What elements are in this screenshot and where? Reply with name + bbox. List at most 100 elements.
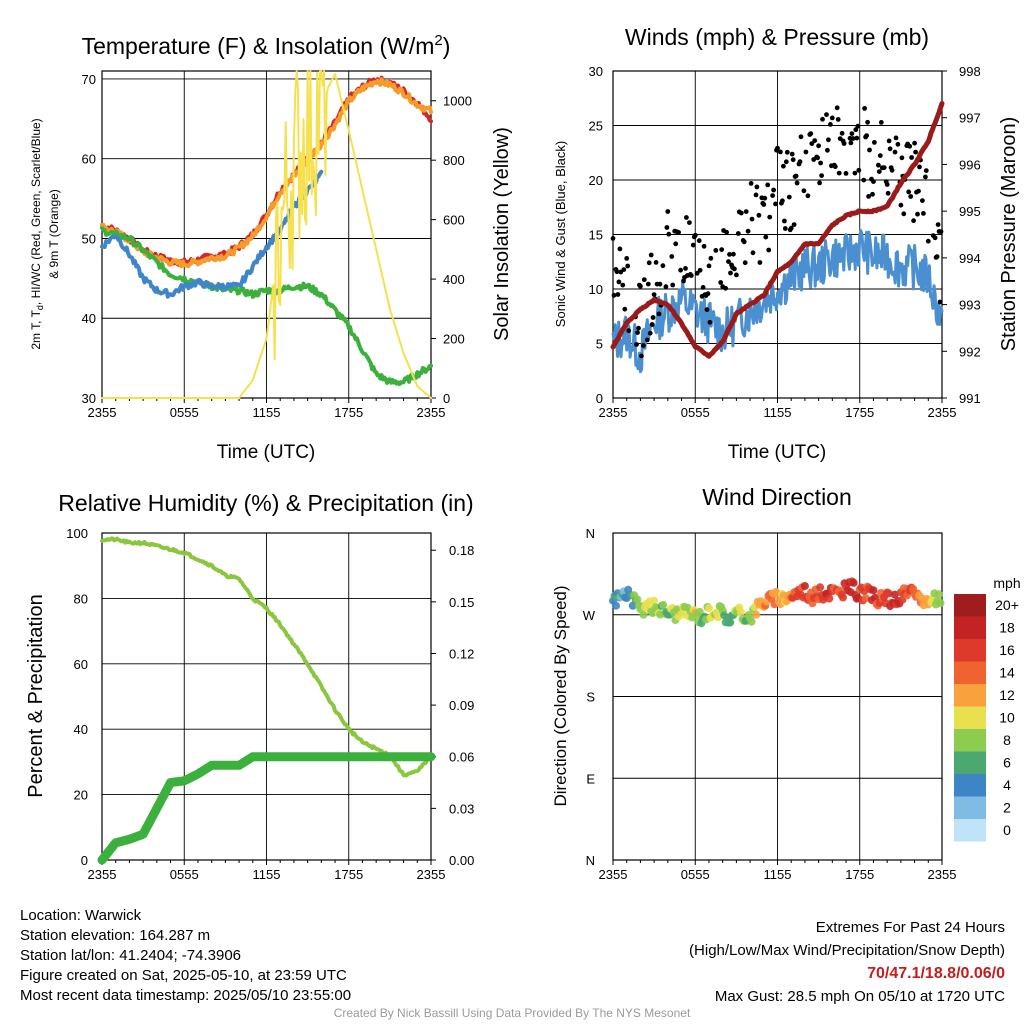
gust-point <box>798 134 804 140</box>
x-tick-label: 1155 <box>253 405 281 420</box>
gust-point <box>748 181 754 186</box>
y-tick-label: 50 <box>82 231 96 246</box>
gust-point <box>870 191 875 197</box>
x-tick-label: 2355 <box>599 867 628 882</box>
gust-point <box>615 292 621 297</box>
gust-point <box>616 279 622 285</box>
speed-colorbar: mph 20+ 18 16 14 12 10 8 6 4 2 0 <box>954 575 1021 842</box>
recent-timestamp: Most recent data timestamp: 2025/05/10 2… <box>20 987 352 1004</box>
x-tick-label: 1755 <box>845 867 874 882</box>
direction-point <box>633 595 642 604</box>
y2-tick-label: 0.18 <box>449 543 474 558</box>
x-tick-label: 0555 <box>170 867 199 882</box>
max-gust: Max Gust: 28.5 mph On 05/10 at 1720 UTC <box>714 988 1005 1005</box>
gust-point <box>696 238 702 244</box>
direction-point <box>800 582 809 590</box>
y-tick-label: 30 <box>589 64 603 79</box>
gust-point <box>898 202 904 208</box>
gust-point <box>803 149 809 155</box>
gust-point <box>819 173 824 179</box>
gust-point <box>692 232 698 238</box>
gust-point <box>808 131 814 137</box>
gust-point <box>809 141 815 147</box>
gust-point <box>773 201 778 207</box>
gust-point <box>781 163 786 169</box>
y-axis-label-sub: d <box>35 305 45 310</box>
colorbar-label: 12 <box>999 687 1015 703</box>
gust-point <box>664 225 670 230</box>
colorbar-label: 16 <box>999 642 1015 658</box>
gust-point <box>841 141 847 146</box>
gust-point <box>911 218 916 224</box>
credit-line: Created By Nick Bassill Using Data Provi… <box>333 1006 691 1020</box>
colorbar-swatch <box>954 819 986 842</box>
gust-point <box>797 159 803 165</box>
direction-point <box>747 617 756 626</box>
gust-point <box>937 299 943 305</box>
gust-point <box>801 188 807 194</box>
gust-point <box>676 230 681 235</box>
series-wc <box>100 169 324 299</box>
gust-point <box>647 330 653 336</box>
y-tick-label: 25 <box>589 119 603 134</box>
gust-point <box>673 241 679 247</box>
x-axis-label: Time (UTC) <box>728 442 827 463</box>
gust-point <box>666 231 672 237</box>
colorbar-swatch <box>954 661 986 684</box>
colorbar-label: 4 <box>1003 777 1011 793</box>
gust-point <box>872 140 877 145</box>
gust-point <box>770 193 775 199</box>
gust-point <box>727 252 732 257</box>
gust-point <box>756 212 762 218</box>
gust-point <box>825 147 830 153</box>
gust-point <box>734 272 739 278</box>
y-tick-label: 60 <box>82 152 96 167</box>
gust-point <box>771 187 776 193</box>
colorbar-label: 8 <box>1003 732 1011 748</box>
direction-point <box>650 596 659 605</box>
series-td <box>100 226 433 387</box>
gust-point <box>738 210 744 216</box>
gust-point <box>726 259 731 264</box>
colorbar-swatch <box>954 751 986 774</box>
gust-point <box>836 170 842 176</box>
gust-point <box>735 231 741 236</box>
temperature-panel: 2355 0555 1155 1755 235530405060700200400600… <box>29 32 513 463</box>
y2-axis-label: Solar Insolation (Yellow) <box>491 127 513 341</box>
colorbar-label: 14 <box>999 665 1015 681</box>
y2-tick-label: 800 <box>443 153 465 168</box>
y-tick-label: 60 <box>74 657 88 672</box>
x-tick-label: 2355 <box>417 405 446 420</box>
gust-point <box>867 147 872 153</box>
gust-point <box>651 292 657 297</box>
station-elevation: Station elevation: 164.287 m <box>20 927 211 944</box>
gust-point <box>917 164 922 170</box>
y-tick-label: 0 <box>81 853 88 868</box>
y2-tick-label: 996 <box>959 157 981 172</box>
colorbar-swatch <box>954 796 986 819</box>
y2-tick-label: 0.15 <box>449 595 474 610</box>
gust-point <box>786 194 792 200</box>
gust-point <box>832 164 838 170</box>
gust-point <box>921 211 926 216</box>
x-tick-label: 2355 <box>88 867 117 882</box>
y-axis-label: 2m T, Td, HI/WC (Red, Green, Scarlet/Blu… <box>29 118 45 349</box>
y2-tick-label: 995 <box>959 204 981 219</box>
gust-point <box>805 193 811 199</box>
series-9m-t <box>100 77 433 269</box>
direction-point <box>705 604 713 613</box>
gust-point <box>818 160 823 166</box>
gust-point <box>649 322 655 327</box>
gust-point <box>906 189 912 195</box>
x-axis-label: Time (UTC) <box>217 442 316 463</box>
x-tick-label: 0555 <box>681 405 710 420</box>
gust-point <box>839 130 845 136</box>
gust-point <box>620 282 626 288</box>
direction-point <box>825 594 834 603</box>
y2-tick-label: 998 <box>959 64 981 79</box>
gust-point <box>820 116 825 122</box>
gust-point <box>826 137 831 143</box>
gust-point <box>855 123 861 129</box>
y2-tick-label: 0.03 <box>449 801 474 816</box>
